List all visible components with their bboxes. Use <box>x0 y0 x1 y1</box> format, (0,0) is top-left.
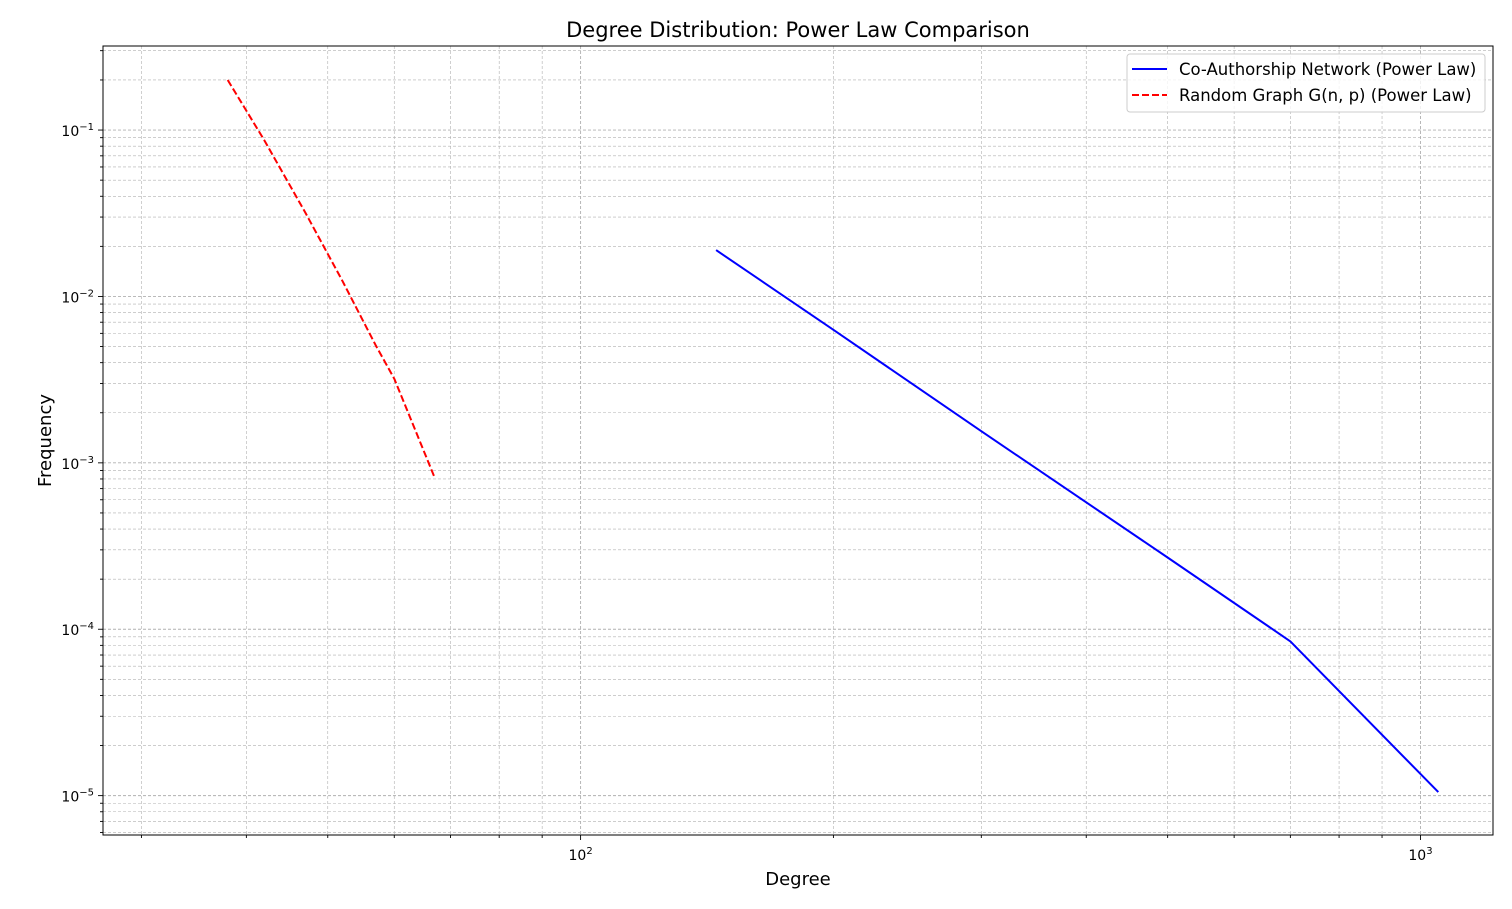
legend-label-random-graph: Random Graph G(n, p) (Power Law) <box>1179 86 1472 105</box>
x-axis-label: Degree <box>765 869 831 890</box>
y-axis-label: Frequency <box>35 394 56 487</box>
y-tick-label: 10−3 <box>61 455 94 473</box>
y-tick-label: 10−5 <box>61 788 94 806</box>
plot-area-frame <box>102 45 1494 836</box>
series-line-random-graph <box>226 79 436 478</box>
y-tick-label: 10−2 <box>61 288 94 306</box>
x-tick-label: 103 <box>1408 846 1432 864</box>
chart-title: Degree Distribution: Power Law Compariso… <box>566 18 1030 42</box>
legend-box <box>1126 53 1486 113</box>
y-tick-label: 10−4 <box>61 621 94 639</box>
grid <box>103 46 1493 835</box>
x-tick-label: 102 <box>568 846 592 864</box>
legend: Co-Authorship Network (Power Law) Random… <box>1126 53 1486 113</box>
y-tick-label: 10−1 <box>61 122 94 140</box>
legend-label-co-authorship: Co-Authorship Network (Power Law) <box>1179 60 1476 79</box>
series-lines <box>226 79 1440 793</box>
series-line-co-authorship <box>715 249 1440 793</box>
axis-ticks: 102 103 10−1 10−2 10−3 10−4 10−5 <box>61 50 1433 864</box>
